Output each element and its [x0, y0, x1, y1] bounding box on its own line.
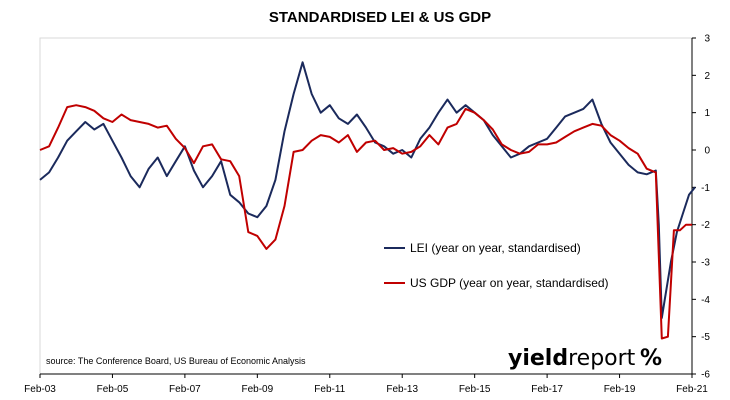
logo-text-bold: yield — [508, 346, 568, 371]
x-tick-label: Feb-15 — [459, 384, 491, 395]
series-layer — [39, 61, 696, 340]
y-tick-label: -5 — [701, 332, 710, 343]
percent-icon: % — [640, 346, 662, 371]
x-tick-label: Feb-13 — [386, 384, 418, 395]
y-tick-label: 1 — [704, 108, 710, 119]
y-tick-label: 0 — [704, 146, 710, 157]
y-tick-label: -6 — [701, 370, 710, 381]
plot-frame — [39, 37, 693, 375]
x-tick-label: Feb-09 — [241, 384, 273, 395]
x-tick-label: Feb-07 — [169, 384, 201, 395]
x-tick-label: Feb-11 — [314, 384, 345, 395]
x-tick-label: Feb-05 — [97, 384, 129, 395]
lei-series-line — [39, 61, 696, 319]
y-axis-ticks: 3 2 1 0 -1 -2 -3 -4 -5 -6 — [692, 34, 710, 381]
y-tick-label: -1 — [701, 183, 710, 194]
y-tick-label: -4 — [701, 295, 710, 306]
legend-label-lei: LEI (year on year, standardised) — [410, 241, 581, 255]
legend-label-gdp: US GDP (year on year, standardised) — [410, 276, 609, 290]
chart-title: STANDARDISED LEI & US GDP — [269, 9, 491, 26]
x-tick-label: Feb-03 — [24, 384, 56, 395]
logo-text-light: report — [568, 346, 636, 371]
x-tick-label: Feb-17 — [531, 384, 563, 395]
y-tick-label: 3 — [704, 34, 710, 45]
y-tick-label: -2 — [701, 220, 710, 231]
x-axis-ticks: Feb-03 Feb-05 Feb-07 Feb-09 Feb-11 Feb-13 Feb-… — [24, 374, 708, 395]
legend: LEI (year on year, standardised) US GDP … — [384, 241, 609, 290]
x-tick-label: Feb-21 — [676, 384, 708, 395]
gdp-series-line — [39, 104, 692, 340]
x-tick-label: Feb-19 — [604, 384, 636, 395]
source-note: source: The Conference Board, US Bureau … — [46, 356, 306, 366]
y-tick-label: 2 — [704, 71, 710, 82]
y-tick-label: -3 — [701, 258, 710, 269]
yieldreport-logo: yieldreport % — [508, 346, 662, 371]
logo-text: yieldreport — [508, 346, 636, 371]
